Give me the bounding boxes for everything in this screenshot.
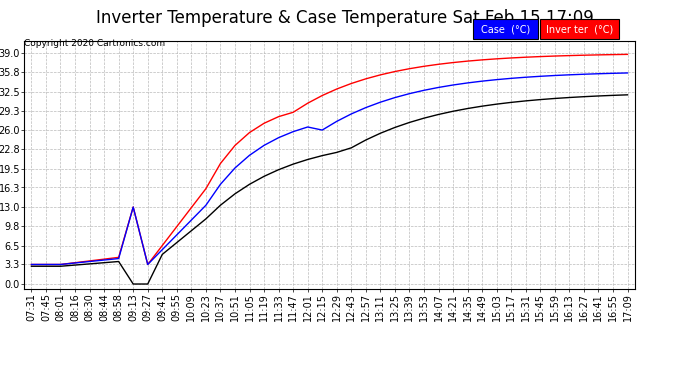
Text: Inver ter  (°C): Inver ter (°C) [546, 24, 613, 34]
Text: Copyright 2020 Cartronics.com: Copyright 2020 Cartronics.com [24, 39, 166, 48]
Text: Inverter Temperature & Case Temperature Sat Feb 15 17:09: Inverter Temperature & Case Temperature … [96, 9, 594, 27]
Text: Case  (°C): Case (°C) [481, 24, 530, 34]
